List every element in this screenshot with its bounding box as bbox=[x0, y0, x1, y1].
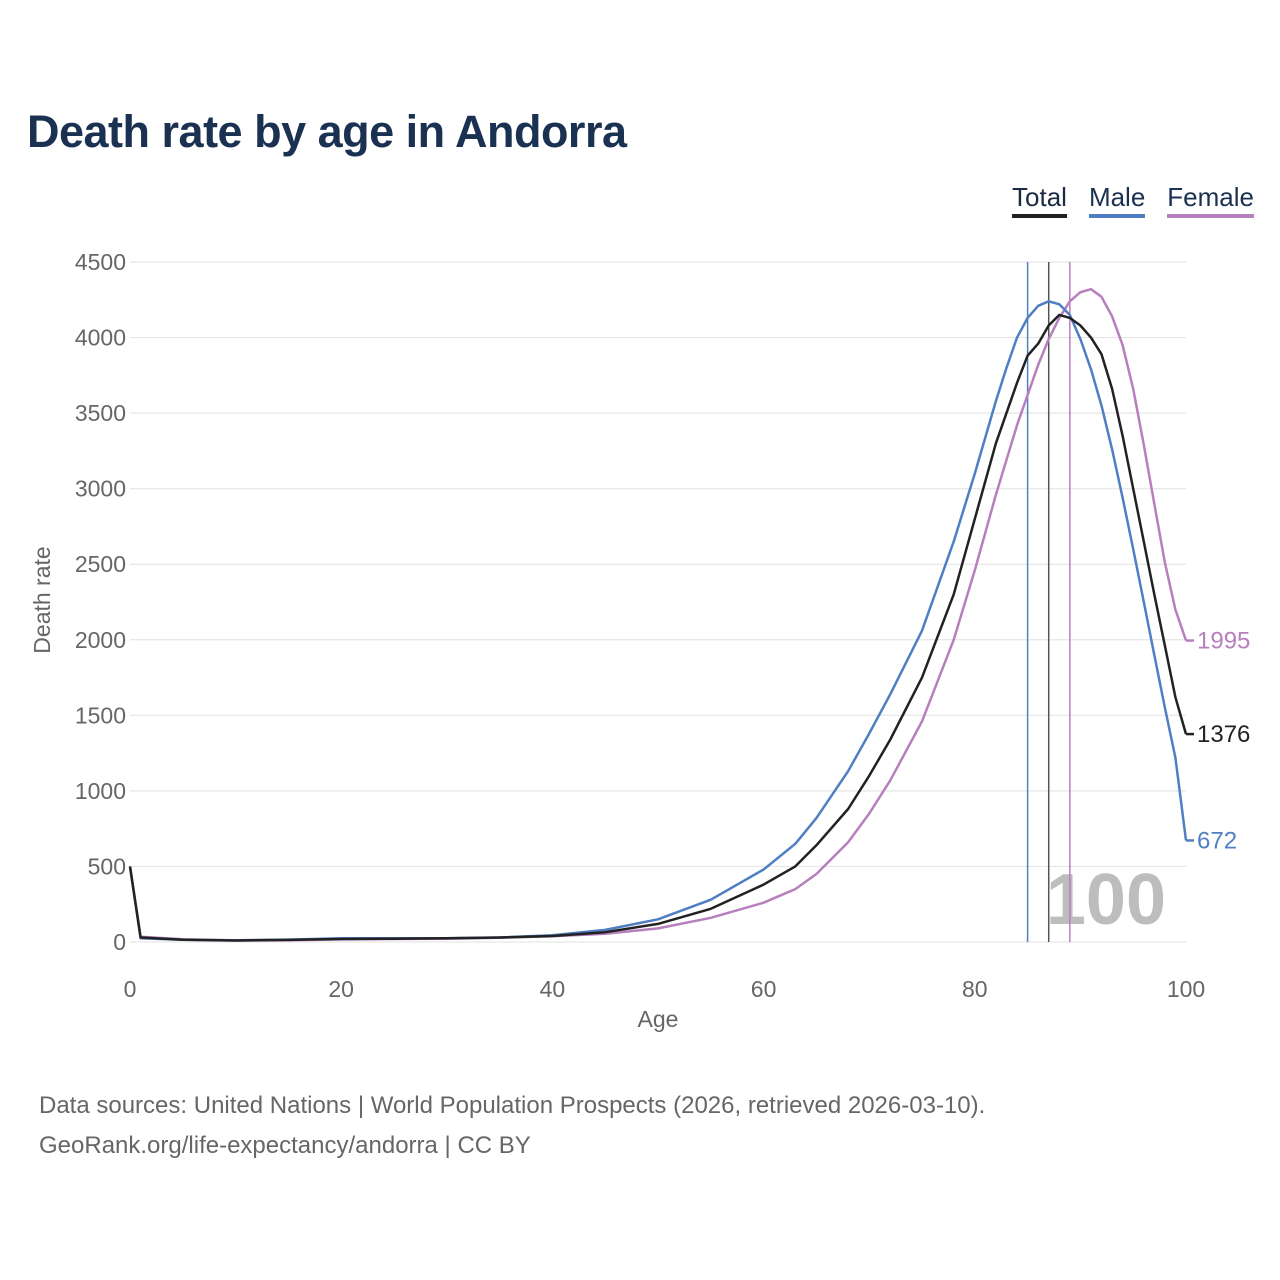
x-axis-title: Age bbox=[638, 1006, 679, 1032]
x-tick-label: 20 bbox=[328, 976, 354, 1002]
x-tick-label: 40 bbox=[540, 976, 566, 1002]
y-tick-label: 4000 bbox=[75, 325, 126, 351]
y-tick-label: 2000 bbox=[75, 627, 126, 653]
y-tick-label: 0 bbox=[113, 929, 126, 955]
x-tick-label: 60 bbox=[751, 976, 777, 1002]
legend-male[interactable]: Male bbox=[1088, 182, 1146, 218]
x-tick-label: 0 bbox=[124, 976, 137, 1002]
y-tick-label: 2500 bbox=[75, 551, 126, 577]
end-label-male: 672 bbox=[1197, 827, 1237, 854]
y-tick-label: 500 bbox=[88, 853, 126, 879]
age-watermark: 100 bbox=[1046, 860, 1166, 940]
end-label-total: 1376 bbox=[1197, 721, 1250, 748]
legend-female[interactable]: Female bbox=[1167, 182, 1254, 218]
end-label-female: 1995 bbox=[1197, 628, 1250, 655]
x-tick-label: 80 bbox=[962, 976, 988, 1002]
legend: Total Male Female bbox=[1012, 182, 1254, 218]
y-tick-label: 1500 bbox=[75, 702, 126, 728]
chart-title: Death rate by age in Andorra bbox=[27, 106, 627, 157]
y-tick-label: 1000 bbox=[75, 778, 126, 804]
footer: Data sources: United Nations | World Pop… bbox=[39, 1086, 985, 1166]
y-tick-label: 4500 bbox=[75, 249, 126, 275]
y-axis-title: Death rate bbox=[29, 546, 55, 653]
y-tick-label: 3500 bbox=[75, 400, 126, 426]
footer-sources: Data sources: United Nations | World Pop… bbox=[39, 1092, 986, 1119]
footer-credit: GeoRank.org/life-expectancy/andorra | CC… bbox=[39, 1132, 531, 1159]
legend-total[interactable]: Total bbox=[1012, 182, 1067, 218]
y-tick-label: 3000 bbox=[75, 476, 126, 502]
x-tick-label: 100 bbox=[1167, 976, 1205, 1002]
series-line-total bbox=[128, 313, 1188, 942]
